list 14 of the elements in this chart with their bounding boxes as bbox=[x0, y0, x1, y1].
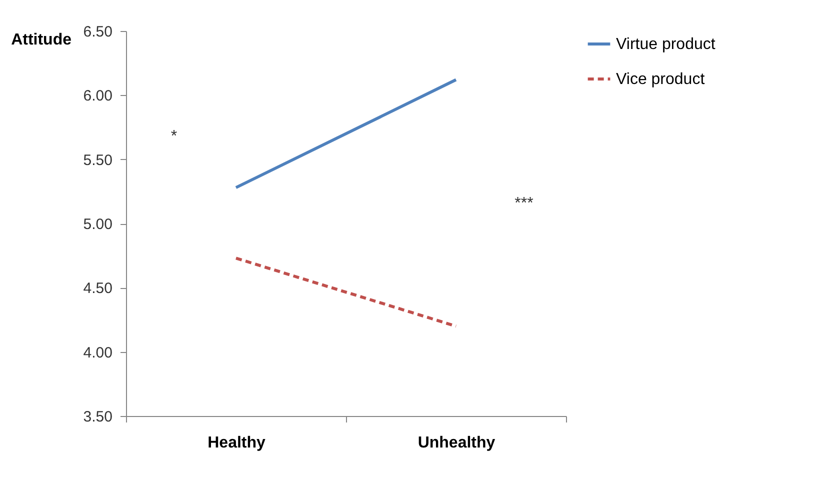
y-tick-label: 5.50 bbox=[83, 152, 112, 169]
x-tick-label: Healthy bbox=[208, 434, 266, 452]
y-tick-label: 4.50 bbox=[83, 280, 112, 298]
x-tick-label: Unhealthy bbox=[418, 434, 496, 452]
annotation: *** bbox=[514, 194, 534, 212]
y-tick-label: 6.50 bbox=[83, 24, 112, 40]
y-axis-title: Attitude bbox=[11, 32, 72, 48]
y-tick-label: 4.00 bbox=[83, 344, 112, 362]
y-tick-label: 5.00 bbox=[83, 216, 112, 233]
y-tick-label: 3.50 bbox=[83, 408, 112, 426]
legend-label: Virtue product bbox=[616, 36, 716, 53]
annotation: * bbox=[170, 128, 178, 146]
y-tick-label: 6.00 bbox=[83, 88, 112, 105]
legend-label: Vice product bbox=[616, 71, 706, 88]
